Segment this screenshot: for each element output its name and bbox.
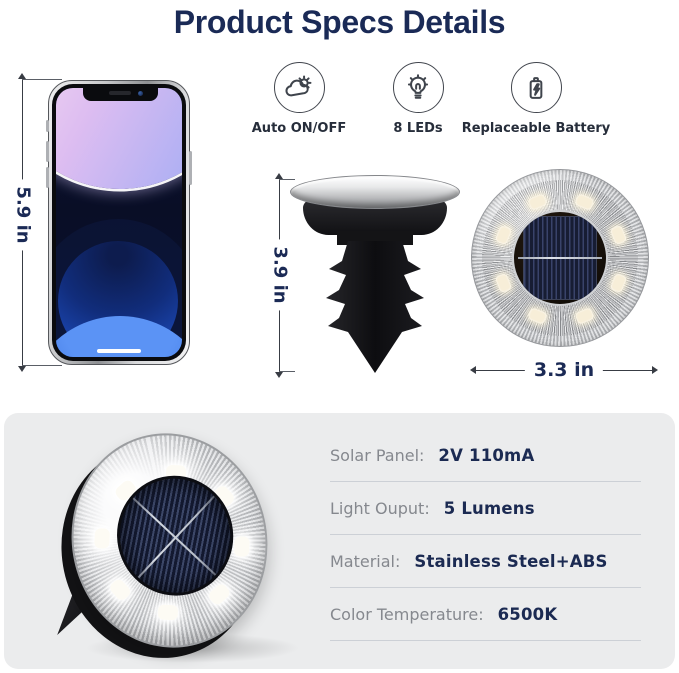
feature-auto-onoff: Auto ON/OFF [219,62,379,136]
photo-steel-face [51,415,288,666]
bulb-icon [392,62,444,113]
battery-icon [510,62,562,113]
light-side-steel-disc [290,175,460,209]
product-photo [30,415,330,673]
light-height-label: 3.9 in [264,239,296,311]
dimension-tick [22,78,62,80]
spec-label: Material: [330,551,401,571]
dimension-tick [279,178,295,180]
cloud-sun-icon [273,62,325,113]
light-ground-spike [326,231,424,373]
spec-panel: Solar Panel: 2V 110mA Light Ouput: 5 Lum… [4,413,675,673]
light-top-inner-circle [512,210,608,306]
led-glow [107,576,133,602]
spec-list: Solar Panel: 2V 110mA Light Ouput: 5 Lum… [330,429,641,641]
spec-value: 5 Lumens [443,498,535,518]
dimension-tick [22,364,62,366]
spec-value: Stainless Steel+ABS [414,551,608,571]
phone-notch [82,88,158,101]
phone-mute-switch [46,120,49,132]
led-glow [233,535,250,557]
feature-label: 8 LEDs [393,121,443,136]
light-top-view [471,169,649,347]
phone-screen [56,88,182,357]
phone-volume-up-button [46,141,49,162]
phone-height-label: 5.9 in [7,179,39,251]
led-glow [157,604,179,621]
photo-light-disc [41,415,288,673]
solar-panel-top-view [518,216,602,300]
phone-image [46,80,192,365]
phone-volume-down-button [46,167,49,188]
phone-speaker [108,91,131,95]
spec-row-color-temperature: Color Temperature: 6500K [330,588,641,641]
feature-label: Replaceable Battery [461,121,611,136]
spec-row-solar-panel: Solar Panel: 2V 110mA [330,429,641,482]
led-glow [206,582,232,607]
spec-value: 6500K [497,604,558,624]
phone-camera-dot [137,90,143,96]
spec-value: 2V 110mA [438,445,535,465]
light-width-label: 3.3 in [524,359,604,381]
feature-label: Auto ON/OFF [251,121,347,136]
led-glow [94,528,111,550]
spec-label: Color Temperature: [330,604,484,624]
phone-home-indicator [97,348,141,353]
phone-power-button [189,151,192,185]
page-title: Product Specs Details [173,4,506,40]
feature-replaceable-battery: Replaceable Battery [456,62,616,136]
wallpaper-pink-circle [56,88,182,189]
spec-row-light-output: Light Ouput: 5 Lumens [330,482,641,535]
panel-grid-line [120,485,232,590]
dimension-tick [279,371,295,373]
spec-row-material: Material: Stainless Steel+ABS [330,535,641,588]
spec-label: Solar Panel: [330,445,425,465]
spec-label: Light Ouput: [330,498,430,518]
feature-8-leds: 8 LEDs [338,62,498,136]
